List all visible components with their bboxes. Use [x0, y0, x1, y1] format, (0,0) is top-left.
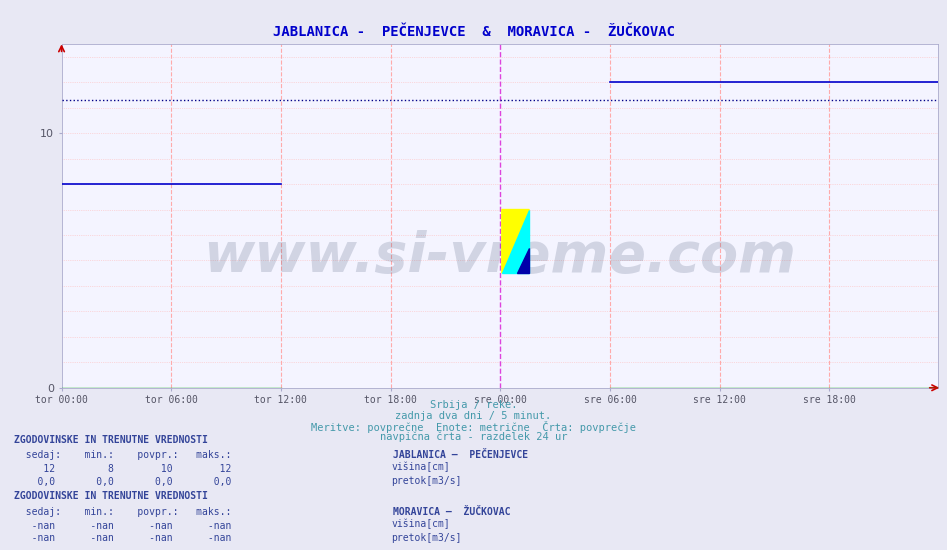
Text: ZGODOVINSKE IN TRENUTNE VREDNOSTI: ZGODOVINSKE IN TRENUTNE VREDNOSTI: [14, 491, 208, 502]
Text: JABLANICA –  PEČENJEVCE: JABLANICA – PEČENJEVCE: [393, 450, 528, 460]
Text: -nan      -nan      -nan      -nan: -nan -nan -nan -nan: [14, 520, 232, 531]
Text: Meritve: povprečne  Enote: metrične  Črta: povprečje: Meritve: povprečne Enote: metrične Črta:…: [311, 421, 636, 433]
Text: ZGODOVINSKE IN TRENUTNE VREDNOSTI: ZGODOVINSKE IN TRENUTNE VREDNOSTI: [14, 434, 208, 445]
Text: sedaj:    min.:    povpr.:   maks.:: sedaj: min.: povpr.: maks.:: [14, 507, 232, 517]
Polygon shape: [502, 210, 529, 273]
Text: MORAVICA –  ŽUČKOVAC: MORAVICA – ŽUČKOVAC: [393, 507, 510, 517]
Text: www.si-vreme.com: www.si-vreme.com: [203, 230, 796, 284]
Text: sedaj:    min.:    povpr.:   maks.:: sedaj: min.: povpr.: maks.:: [14, 450, 232, 460]
Text: 0,0       0,0       0,0       0,0: 0,0 0,0 0,0 0,0: [14, 476, 232, 487]
Text: pretok[m3/s]: pretok[m3/s]: [391, 476, 461, 486]
Text: -nan      -nan      -nan      -nan: -nan -nan -nan -nan: [14, 533, 232, 543]
Polygon shape: [517, 248, 529, 273]
Text: višina[cm]: višina[cm]: [391, 519, 450, 529]
Text: pretok[m3/s]: pretok[m3/s]: [391, 532, 461, 543]
Text: JABLANICA -  PEČENJEVCE  &  MORAVICA -  ŽUČKOVAC: JABLANICA - PEČENJEVCE & MORAVICA - ŽUČK…: [273, 25, 674, 39]
Text: višina[cm]: višina[cm]: [391, 462, 450, 472]
Polygon shape: [502, 210, 529, 273]
Text: navpična črta - razdelek 24 ur: navpična črta - razdelek 24 ur: [380, 432, 567, 442]
Text: zadnja dva dni / 5 minut.: zadnja dva dni / 5 minut.: [396, 411, 551, 421]
Text: 12         8        10        12: 12 8 10 12: [14, 464, 232, 474]
Text: Srbija / reke.: Srbija / reke.: [430, 400, 517, 410]
